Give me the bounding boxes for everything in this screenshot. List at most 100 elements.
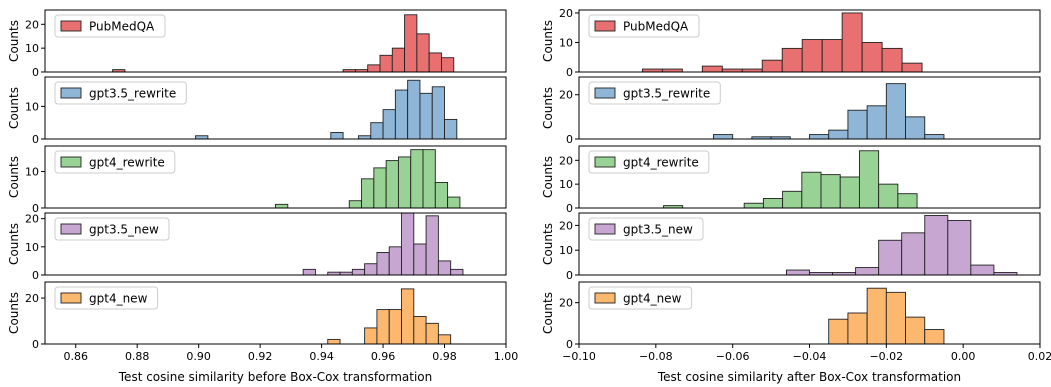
histogram-bar bbox=[970, 264, 995, 276]
histogram-bar bbox=[425, 215, 439, 276]
y-axis-label: Counts bbox=[7, 292, 21, 334]
x-tick-label: 0.88 bbox=[125, 350, 150, 363]
legend-label: gpt3.5_rewrite bbox=[89, 87, 176, 101]
legend-box bbox=[54, 286, 159, 310]
histogram-bar bbox=[413, 315, 427, 345]
histogram-bar bbox=[924, 215, 949, 276]
legend-label: gpt3.5_new bbox=[89, 223, 159, 237]
x-tick-label: −0.04 bbox=[793, 350, 827, 363]
x-tick-label: 0.86 bbox=[63, 350, 88, 363]
histogram-bar bbox=[413, 243, 427, 276]
x-tick-label: 0.02 bbox=[1028, 350, 1051, 363]
x-tick-label: 0.00 bbox=[951, 350, 976, 363]
histogram-bar bbox=[388, 309, 402, 345]
legend-swatch bbox=[594, 156, 616, 168]
histogram-bar bbox=[905, 116, 926, 140]
y-tick-label: 20 bbox=[559, 154, 573, 167]
histogram-bar bbox=[382, 109, 396, 140]
histogram-bar bbox=[364, 263, 378, 276]
histogram-bar bbox=[841, 12, 863, 73]
histogram-bar bbox=[401, 212, 415, 276]
x-tick-label: −0.08 bbox=[639, 350, 673, 363]
legend-label: gpt4_rewrite bbox=[89, 156, 165, 170]
histogram-bar bbox=[878, 239, 903, 276]
y-axis-label: Counts bbox=[541, 20, 555, 62]
panel-gpt3-5-new: 0 10 20 Counts gpt3.5_new bbox=[541, 212, 1041, 282]
y-tick-label: 10 bbox=[25, 42, 39, 55]
histogram-bar bbox=[839, 176, 860, 209]
legend-swatch bbox=[594, 223, 616, 235]
legend-label: gpt4_new bbox=[89, 292, 148, 306]
y-tick-label: 20 bbox=[25, 18, 39, 31]
y-axis-label: Counts bbox=[541, 156, 555, 198]
histogram-bar bbox=[302, 268, 316, 276]
histogram-bar bbox=[828, 318, 849, 345]
legend-label: gpt3.5_rewrite bbox=[623, 87, 710, 101]
x-tick-label: −0.02 bbox=[869, 350, 903, 363]
histogram-bar bbox=[855, 267, 880, 276]
y-tick-label: 0 bbox=[566, 66, 573, 79]
histogram-bar bbox=[367, 64, 381, 73]
y-tick-label: 0 bbox=[566, 338, 573, 351]
y-tick-label: 10 bbox=[559, 36, 573, 49]
y-tick-label: 0 bbox=[566, 269, 573, 282]
axes-frame bbox=[578, 145, 1041, 209]
histogram-bar bbox=[713, 134, 734, 140]
histogram-bar bbox=[431, 86, 445, 140]
y-tick-label: 20 bbox=[559, 297, 573, 310]
histogram-bar bbox=[437, 334, 452, 345]
chart-before-boxcox: 0 10 20 Counts PubMedQA 0 10 Counts gpt3.5_rewri… bbox=[7, 9, 518, 384]
histogram-bar bbox=[762, 198, 784, 209]
legend-swatch bbox=[60, 87, 82, 99]
x-axis-label: Test cosine similarity before Box-Cox tr… bbox=[118, 370, 432, 384]
legend-label: gpt4_new bbox=[623, 292, 682, 306]
histogram-bar bbox=[416, 33, 430, 73]
y-tick-label: 10 bbox=[559, 244, 573, 257]
y-axis-label: Counts bbox=[541, 223, 555, 265]
x-tick-label: 0.98 bbox=[432, 350, 457, 363]
legend-box bbox=[54, 150, 176, 174]
chart-after-boxcox: 0 10 20 Counts PubMedQA 0 20 Counts gpt3.5_rewri… bbox=[541, 7, 1051, 384]
panel-gpt3-5-new: 0 10 20 Counts gpt3.5_new bbox=[7, 212, 507, 282]
y-tick-label: 0 bbox=[32, 269, 39, 282]
panel-gpt3-5-rewrite: 0 10 Counts gpt3.5_rewrite bbox=[7, 76, 507, 146]
legend-box bbox=[588, 286, 693, 310]
legend-swatch bbox=[60, 156, 82, 168]
x-tick-label: 0.96 bbox=[371, 350, 396, 363]
panel-gpt4-new: 0 20 Counts gpt4_new bbox=[7, 281, 507, 351]
axes-frame bbox=[44, 145, 507, 209]
histogram-bar bbox=[858, 150, 880, 209]
histogram-bar bbox=[821, 39, 843, 73]
y-tick-label: 10 bbox=[25, 100, 39, 113]
histogram-bar bbox=[385, 160, 399, 209]
x-tick-label: −0.06 bbox=[716, 350, 750, 363]
histogram-bar bbox=[348, 200, 363, 209]
histogram-bar bbox=[866, 105, 887, 140]
axes-frame bbox=[44, 9, 507, 73]
histogram-bar bbox=[901, 232, 926, 276]
histogram-bar bbox=[878, 183, 899, 209]
legend-label: PubMedQA bbox=[623, 20, 689, 34]
legend-swatch bbox=[60, 223, 82, 235]
legend-box bbox=[588, 217, 704, 241]
legend-box bbox=[588, 81, 721, 105]
histogram-bar bbox=[809, 134, 830, 140]
y-axis-label: Counts bbox=[7, 223, 21, 265]
histogram-bar bbox=[947, 219, 972, 276]
y-axis-label: Counts bbox=[7, 87, 21, 129]
histogram-bar bbox=[701, 65, 723, 73]
y-axis-label: Counts bbox=[541, 292, 555, 334]
histogram-bar bbox=[905, 316, 926, 345]
histogram-bar bbox=[897, 193, 918, 209]
histogram-bar bbox=[437, 260, 452, 276]
histogram-bar bbox=[820, 174, 841, 209]
legend-box bbox=[588, 150, 710, 174]
histogram-bar bbox=[401, 288, 415, 345]
histogram-bar bbox=[428, 52, 442, 73]
legend-swatch bbox=[594, 87, 616, 99]
histogram-bar bbox=[425, 322, 439, 345]
histogram-bar bbox=[781, 47, 803, 73]
histogram-bar bbox=[379, 54, 393, 73]
panel-gpt4-new: 0 20 Counts gpt4_new bbox=[541, 281, 1041, 351]
histogram-bar bbox=[351, 268, 366, 276]
